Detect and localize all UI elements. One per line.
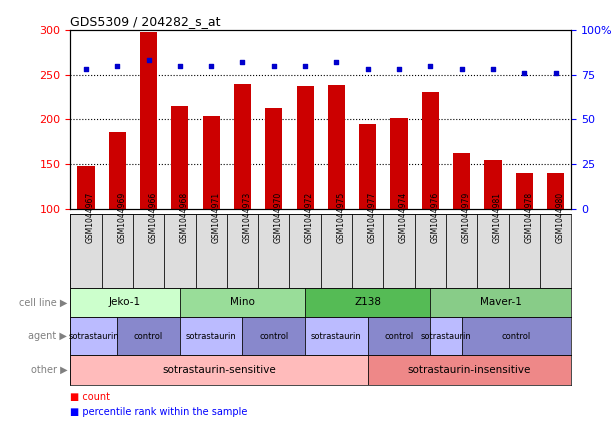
FancyBboxPatch shape	[117, 317, 180, 355]
FancyBboxPatch shape	[243, 317, 305, 355]
FancyBboxPatch shape	[227, 214, 258, 288]
Text: sotrastaurin-sensitive: sotrastaurin-sensitive	[162, 365, 276, 375]
FancyBboxPatch shape	[352, 214, 384, 288]
FancyBboxPatch shape	[70, 317, 117, 355]
Point	[457, 66, 467, 73]
Text: GSM1044969: GSM1044969	[117, 192, 126, 243]
Text: GSM1044979: GSM1044979	[462, 192, 470, 243]
Text: GSM1044971: GSM1044971	[211, 192, 220, 243]
FancyBboxPatch shape	[446, 214, 477, 288]
Text: GSM1044973: GSM1044973	[243, 192, 252, 243]
Point	[394, 66, 404, 73]
Text: Mino: Mino	[230, 297, 255, 308]
Text: GSM1044967: GSM1044967	[86, 192, 95, 243]
Text: Jeko-1: Jeko-1	[109, 297, 141, 308]
FancyBboxPatch shape	[101, 214, 133, 288]
Bar	[109, 132, 126, 209]
Bar	[547, 173, 564, 209]
Bar	[171, 106, 188, 209]
Text: GSM1044970: GSM1044970	[274, 192, 283, 243]
FancyBboxPatch shape	[180, 288, 305, 317]
Text: Maver-1: Maver-1	[480, 297, 522, 308]
Point	[207, 62, 216, 69]
FancyBboxPatch shape	[509, 214, 540, 288]
Bar	[265, 108, 282, 209]
Text: GSM1044968: GSM1044968	[180, 192, 189, 243]
Text: GSM1044975: GSM1044975	[337, 192, 345, 243]
Bar	[203, 116, 220, 209]
FancyBboxPatch shape	[164, 214, 196, 288]
FancyBboxPatch shape	[258, 214, 290, 288]
Text: GSM1044974: GSM1044974	[399, 192, 408, 243]
Point	[332, 58, 342, 65]
FancyBboxPatch shape	[430, 317, 462, 355]
Point	[144, 57, 153, 63]
Point	[112, 62, 122, 69]
FancyBboxPatch shape	[180, 317, 243, 355]
FancyBboxPatch shape	[305, 288, 430, 317]
Point	[363, 66, 373, 73]
Text: GSM1044976: GSM1044976	[430, 192, 439, 243]
Bar	[422, 92, 439, 209]
Text: ■ count: ■ count	[70, 392, 110, 402]
Point	[551, 69, 560, 76]
FancyBboxPatch shape	[70, 355, 368, 385]
Bar	[234, 83, 251, 209]
Point	[300, 62, 310, 69]
Bar	[328, 85, 345, 209]
Point	[238, 58, 247, 65]
Bar	[359, 124, 376, 209]
FancyBboxPatch shape	[196, 214, 227, 288]
Text: Z138: Z138	[354, 297, 381, 308]
Text: GSM1044972: GSM1044972	[305, 192, 314, 243]
Point	[175, 62, 185, 69]
Text: control: control	[259, 332, 288, 341]
FancyBboxPatch shape	[321, 214, 352, 288]
FancyBboxPatch shape	[290, 214, 321, 288]
Point	[519, 69, 529, 76]
FancyBboxPatch shape	[462, 317, 571, 355]
Bar	[140, 32, 157, 209]
Text: GSM1044977: GSM1044977	[368, 192, 377, 243]
Point	[425, 62, 435, 69]
Text: sotrastaurin: sotrastaurin	[186, 332, 236, 341]
FancyBboxPatch shape	[368, 355, 571, 385]
Text: ■ percentile rank within the sample: ■ percentile rank within the sample	[70, 407, 247, 417]
FancyBboxPatch shape	[368, 317, 430, 355]
Bar	[485, 160, 502, 209]
Text: cell line ▶: cell line ▶	[19, 297, 67, 308]
Text: GSM1044980: GSM1044980	[555, 192, 565, 243]
Text: control: control	[502, 332, 531, 341]
FancyBboxPatch shape	[70, 214, 101, 288]
FancyBboxPatch shape	[477, 214, 509, 288]
Bar	[296, 86, 313, 209]
Bar	[390, 118, 408, 209]
Text: GSM1044981: GSM1044981	[493, 192, 502, 243]
FancyBboxPatch shape	[133, 214, 164, 288]
Bar	[453, 153, 470, 209]
Text: control: control	[384, 332, 414, 341]
Text: GSM1044978: GSM1044978	[524, 192, 533, 243]
Text: sotrastaurin: sotrastaurin	[420, 332, 472, 341]
Text: other ▶: other ▶	[31, 365, 67, 375]
Text: control: control	[134, 332, 163, 341]
Point	[81, 66, 91, 73]
Text: sotrastaurin-insensitive: sotrastaurin-insensitive	[408, 365, 531, 375]
FancyBboxPatch shape	[70, 288, 180, 317]
FancyBboxPatch shape	[430, 288, 571, 317]
Point	[488, 66, 498, 73]
Text: sotrastaurin: sotrastaurin	[311, 332, 362, 341]
FancyBboxPatch shape	[305, 317, 368, 355]
FancyBboxPatch shape	[540, 214, 571, 288]
FancyBboxPatch shape	[384, 214, 415, 288]
FancyBboxPatch shape	[415, 214, 446, 288]
Text: agent ▶: agent ▶	[28, 331, 67, 341]
Bar	[516, 173, 533, 209]
Text: sotrastaurin: sotrastaurin	[68, 332, 119, 341]
Bar	[78, 166, 95, 209]
Point	[269, 62, 279, 69]
Text: GDS5309 / 204282_s_at: GDS5309 / 204282_s_at	[70, 16, 221, 28]
Text: GSM1044966: GSM1044966	[148, 192, 158, 243]
